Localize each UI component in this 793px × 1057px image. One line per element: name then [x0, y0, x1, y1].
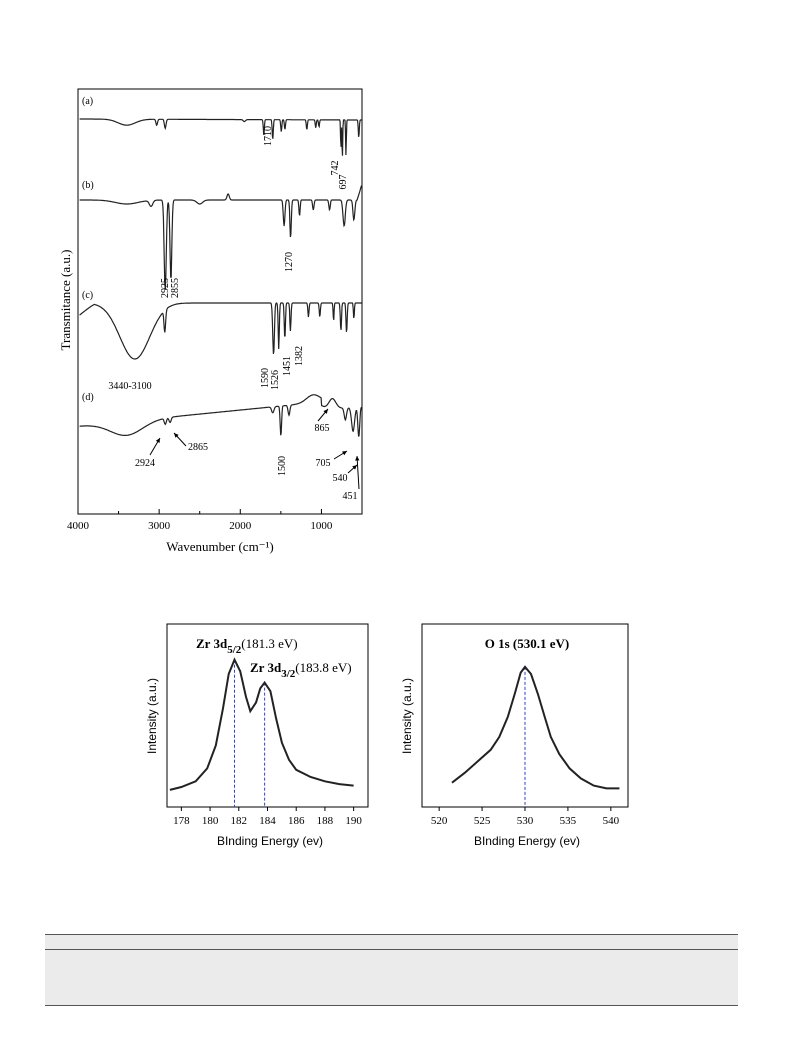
- ftir-series-label: (b): [82, 180, 94, 191]
- ftir-peak-arrowhead: [323, 409, 328, 414]
- ftir-peak-label: 451: [343, 491, 358, 502]
- ftir-x-tick-label: 4000: [67, 520, 90, 532]
- xps-peak-label-value: (181.3 eV): [241, 636, 297, 651]
- ftir-peak-label: 2924: [135, 458, 155, 469]
- xps-o-plot-frame: [421, 623, 629, 808]
- xps-zr-x-axis-label: BInding Energy (ev): [217, 834, 323, 848]
- xps-x-tick-label: 190: [345, 815, 362, 827]
- ftir-plot-frame: [77, 88, 363, 515]
- ftir-peak-arrowhead: [342, 451, 347, 456]
- xps-zr-plot-frame: [166, 623, 369, 808]
- ftir-peak-label: 865: [315, 423, 330, 434]
- xps-peak-label-sub: 3/2: [281, 668, 296, 680]
- ftir-series-label: (a): [82, 96, 93, 107]
- ftir-x-tick-label: 1000: [310, 520, 333, 532]
- ftir-trace-1: [79, 185, 363, 290]
- ftir-peak-arrowhead: [174, 433, 179, 438]
- xps-peak-label-main: Zr 3d: [250, 660, 282, 675]
- ftir-series-label: (c): [82, 290, 93, 301]
- xps-peak-label-sub: 5/2: [227, 644, 242, 656]
- ftir-x-tick-label: 2000: [229, 520, 252, 532]
- ftir-peak-label: 697: [338, 175, 349, 190]
- xps-x-tick-label: 530: [517, 815, 534, 827]
- ftir-peak-label: 1270: [284, 252, 295, 272]
- ftir-peak-label: 1500: [277, 456, 288, 476]
- xps-x-tick-label: 184: [259, 815, 276, 827]
- table-header-divider: [45, 949, 738, 950]
- ftir-peak-label: 2865: [188, 442, 208, 453]
- ftir-traces: [79, 118, 363, 437]
- ftir-peak-label: 1590: [260, 368, 271, 388]
- xps-o-series-line: [451, 665, 620, 790]
- xps-peak-label-value: (183.8 eV): [295, 660, 351, 675]
- ftir-peak-label: 1526: [270, 370, 281, 390]
- ftir-trace-0: [79, 118, 362, 156]
- ftir-peak-label: 2855: [170, 278, 181, 298]
- ftir-peak-arrow: [356, 455, 360, 490]
- ftir-x-ticks: [77, 509, 363, 514]
- xps-x-tick-label: 535: [560, 815, 577, 827]
- xps-o-x-axis-label: BInding Energy (ev): [474, 834, 580, 848]
- ftir-peak-arrowhead: [355, 456, 360, 461]
- ftir-peak-arrowhead: [155, 438, 160, 443]
- xps-o-y-axis-label: Intensity (a.u.): [400, 678, 414, 754]
- ftir-x-tick-label: 3000: [148, 520, 171, 532]
- xps-x-tick-label: 182: [231, 815, 248, 827]
- ftir-series-labels: (a) (b) (c) (d): [82, 96, 94, 403]
- xps-zr-y-axis-label: Intensity (a.u.): [145, 678, 159, 754]
- xps-peak-label-main: Zr 3d: [196, 636, 228, 651]
- ftir-peak-label: 1382: [294, 346, 305, 366]
- ftir-peak-arrowhead: [352, 465, 357, 470]
- xps-x-tick-label: 180: [202, 815, 219, 827]
- table-region: [45, 934, 738, 1006]
- ftir-peak-label: 2925: [160, 278, 171, 298]
- xps-x-tick-label: 178: [173, 815, 190, 827]
- xps-o-x-tick-labels: 520 525 530 535 540: [431, 815, 620, 827]
- ftir-peak-label: 705: [316, 458, 331, 469]
- xps-o-x-ticks: [438, 807, 612, 811]
- xps-peak-label: Zr 3d5/2(181.3 eV): [196, 636, 298, 656]
- ftir-x-tick-labels: 4000 3000 2000 1000: [67, 520, 333, 532]
- xps-x-tick-label: 186: [288, 815, 305, 827]
- ftir-trace-3: [79, 394, 363, 437]
- ftir-peak-label: 3440-3100: [108, 381, 151, 392]
- ftir-peak-label: 1451: [282, 356, 293, 376]
- xps-x-tick-label: 540: [603, 815, 620, 827]
- xps-x-tick-label: 188: [317, 815, 334, 827]
- ftir-peak-label: 1710: [263, 126, 274, 146]
- ftir-y-axis-label: Transmitance (a.u.): [58, 250, 73, 351]
- xps-peak-label: Zr 3d3/2(183.8 eV): [250, 660, 352, 680]
- ftir-peak-label: 742: [330, 161, 341, 176]
- ftir-trace-2: [79, 302, 362, 360]
- xps-x-tick-label: 525: [474, 815, 491, 827]
- xps-zr-peak-guides: [233, 659, 266, 807]
- xps-zr-series-line: [169, 657, 354, 791]
- ftir-chart: 4000 3000 2000 1000 (a) (b) (c) (d) 1710 742697…: [58, 88, 363, 554]
- xps-zr-annotations: Zr 3d5/2(181.3 eV)Zr 3d3/2(183.8 eV): [196, 636, 352, 680]
- ftir-x-axis-label: Wavenumber (cm⁻¹): [166, 539, 274, 554]
- xps-zr-x-ticks: [180, 807, 355, 811]
- ftir-peak-label: 540: [333, 473, 348, 484]
- xps-o-annotations: O 1s (530.1 eV): [485, 636, 570, 651]
- ftir-series-label: (d): [82, 392, 94, 403]
- xps-peak-label: O 1s (530.1 eV): [485, 636, 570, 651]
- xps-x-tick-label: 520: [431, 815, 448, 827]
- xps-zr-x-tick-labels: 178 180 182 184 186 188 190: [173, 815, 362, 827]
